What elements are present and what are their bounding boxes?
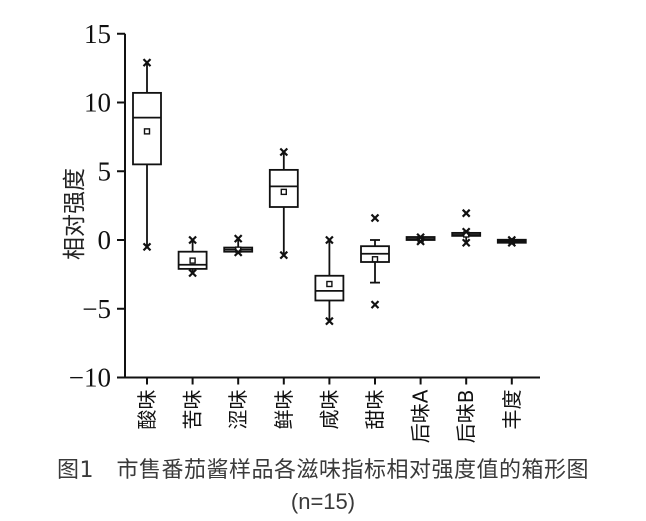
extreme-marker-icon [188, 235, 197, 245]
extreme-marker-icon [279, 250, 289, 260]
extreme-marker-icon [370, 213, 380, 223]
extreme-marker-icon [142, 242, 152, 252]
extreme-marker-icon [370, 300, 380, 309]
extreme-marker-icon [461, 238, 471, 248]
extreme-marker-icon [188, 268, 197, 278]
y-tick-label: −10 [69, 363, 111, 393]
extreme-marker-icon [325, 316, 334, 326]
x-category-label: 后味A [409, 389, 433, 443]
box-5 [314, 235, 345, 326]
box-3 [223, 234, 254, 257]
x-category-label: 鲜味 [272, 390, 296, 430]
y-tick-label: −5 [82, 294, 111, 324]
extreme-marker-icon [507, 238, 517, 248]
box-1 [132, 58, 162, 252]
extreme-marker-icon [507, 235, 517, 245]
x-category-label: 咸味 [317, 390, 341, 430]
box-9 [496, 235, 527, 248]
extreme-marker-icon [461, 208, 471, 218]
extreme-marker-icon [416, 237, 425, 246]
box-6 [360, 213, 390, 309]
mean-marker-icon [371, 256, 379, 263]
iqr-box [268, 168, 299, 208]
extreme-marker-icon [233, 234, 243, 243]
y-tick-label: 0 [98, 225, 112, 255]
mean-marker-icon [280, 188, 287, 196]
boxplot-chart: −10 −5 0 5 10 15 酸味 苦味 涩味 鲜味 咸味 甜味 后味A 后味B 丰度 相对强度 [62, 19, 540, 443]
box-7 [405, 232, 436, 246]
extreme-marker-icon [325, 235, 334, 245]
box-8 [451, 208, 482, 248]
box-2 [177, 235, 208, 278]
mean-marker-icon [143, 128, 151, 135]
mean-marker-icon [326, 280, 333, 288]
x-category-label: 酸味 [135, 390, 159, 430]
extreme-marker-icon [461, 227, 471, 237]
axes: −10 −5 0 5 10 15 酸味 苦味 涩味 鲜味 咸味 甜味 后味A 后味B 丰度 [69, 19, 540, 443]
iqr-box [314, 274, 345, 302]
x-category-label: 丰度 [500, 390, 524, 430]
extreme-marker-icon [279, 147, 289, 157]
x-category-label: 涩味 [226, 390, 250, 430]
extreme-marker-icon [233, 248, 243, 257]
x-category-label: 甜味 [363, 390, 387, 430]
y-tick-label: 10 [84, 88, 111, 118]
y-tick-label: 5 [98, 156, 112, 186]
figure-caption: 图1 市售番茄酱样品各滋味指标相对强度值的箱形图 [57, 458, 589, 483]
boxes [132, 58, 527, 326]
y-axis-label: 相对强度 [62, 168, 88, 260]
extreme-marker-icon [142, 58, 152, 67]
x-category-label: 苦味 [181, 390, 205, 430]
figure-caption-sample-size: (n=15) [290, 489, 356, 514]
box-4 [268, 147, 299, 260]
y-tick-label: 15 [84, 19, 111, 49]
mean-marker-icon [189, 257, 196, 264]
x-category-label: 后味B [454, 390, 478, 444]
